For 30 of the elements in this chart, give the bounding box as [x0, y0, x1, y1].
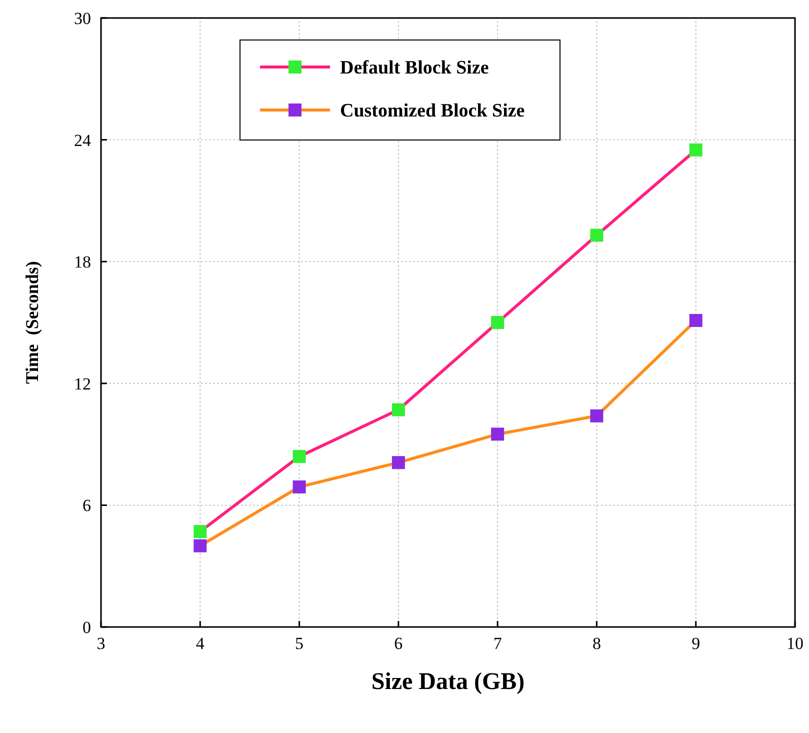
y-tick-label: 6	[82, 496, 91, 516]
x-axis-title: Size Data (GB)	[371, 669, 525, 695]
x-tick-label: 6	[394, 634, 403, 653]
point	[194, 539, 207, 552]
y-tick-label: 0	[82, 618, 91, 637]
point	[392, 403, 405, 416]
point	[689, 314, 702, 327]
legend-label: Customized Block Size	[340, 100, 525, 122]
point	[590, 409, 604, 422]
y-axis-title: Time (Seconds)	[22, 261, 42, 384]
point	[292, 450, 306, 463]
point	[392, 456, 405, 470]
point	[491, 316, 504, 329]
y-tick-label: 18	[74, 252, 91, 272]
y-tick-label: 30	[74, 8, 91, 28]
point	[590, 228, 604, 242]
x-tick-label: 5	[295, 634, 304, 653]
x-tick-label: 8	[592, 634, 601, 653]
x-tick-label: 9	[692, 634, 700, 653]
x-tick-label: 7	[493, 634, 502, 653]
point	[194, 525, 207, 538]
y-tick-label: 12	[74, 374, 91, 394]
point	[292, 480, 306, 494]
point	[491, 428, 504, 441]
y-tick-label: 24	[74, 130, 92, 150]
point	[689, 143, 702, 156]
x-tick-label: 10	[786, 634, 804, 653]
legend-label: Default Block Size	[340, 58, 489, 79]
x-tick-label: 4	[196, 634, 205, 653]
x-tick-label: 3	[96, 634, 106, 653]
